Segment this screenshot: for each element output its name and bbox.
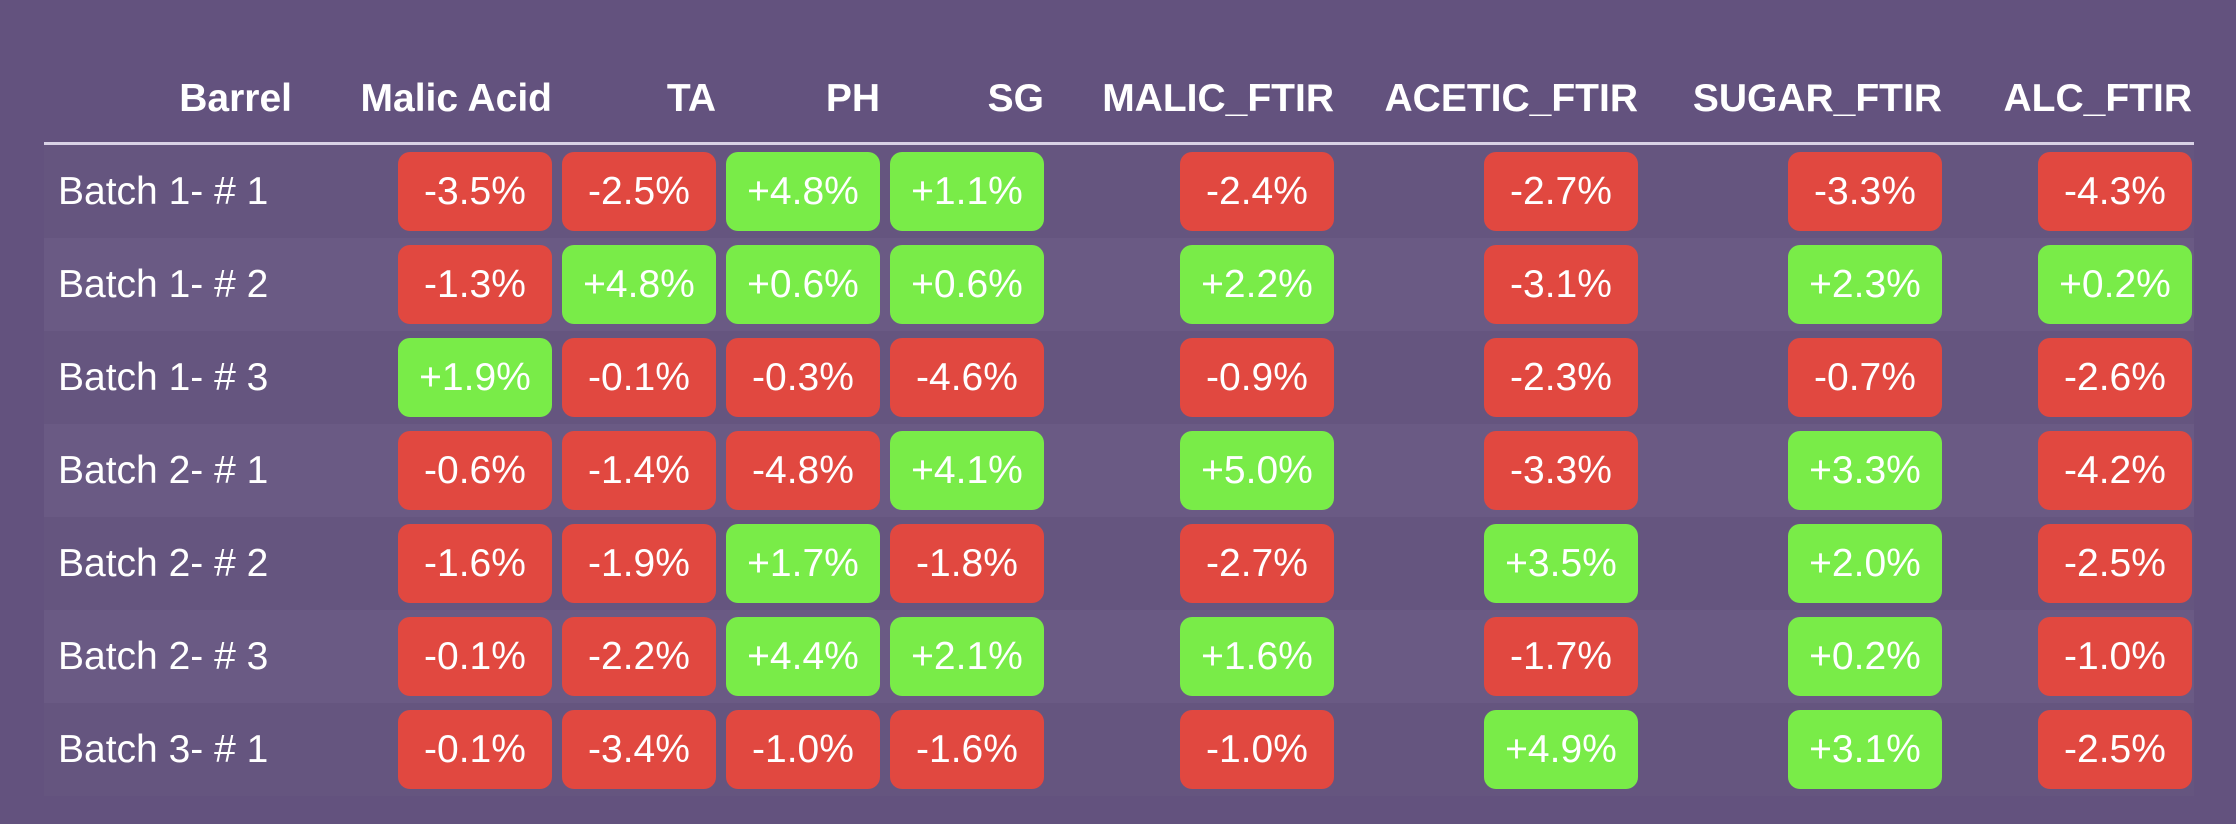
value-badge: -1.6% (890, 710, 1044, 789)
value-badge: +2.2% (1180, 245, 1334, 324)
value-badge: -2.2% (562, 617, 716, 696)
value-badge: -2.3% (1484, 338, 1638, 417)
column-header-ph[interactable]: PH (718, 56, 882, 145)
value-badge: +0.2% (1788, 617, 1942, 696)
value-badge: +0.6% (890, 245, 1044, 324)
table-header-row: Barrel Malic Acid TA PH SG MALIC_FTIR AC… (44, 56, 2194, 145)
value-badge: +0.6% (726, 245, 880, 324)
value-badge: -3.1% (1484, 245, 1638, 324)
table-row: Batch 2- # 2 -1.6% -1.9% +1.7% -1.8% -2.… (44, 517, 2194, 610)
barrel-name: Batch 2- # 2 (58, 541, 269, 585)
column-header-acetic-ftir[interactable]: ACETIC_FTIR (1336, 56, 1640, 145)
value-badge: +4.4% (726, 617, 880, 696)
value-badge: +3.3% (1788, 431, 1942, 510)
value-badge: -1.0% (1180, 710, 1334, 789)
value-badge: +1.7% (726, 524, 880, 603)
value-badge: -2.7% (1180, 524, 1334, 603)
table-row: Batch 2- # 3 -0.1% -2.2% +4.4% +2.1% +1.… (44, 610, 2194, 703)
column-header-ta[interactable]: TA (554, 56, 718, 145)
data-table-container: Barrel Malic Acid TA PH SG MALIC_FTIR AC… (44, 56, 2194, 796)
value-badge: +5.0% (1180, 431, 1334, 510)
value-badge: -3.4% (562, 710, 716, 789)
barrel-name: Batch 1- # 2 (58, 262, 269, 306)
table-row: Batch 1- # 1 -3.5% -2.5% +4.8% +1.1% -2.… (44, 143, 2194, 238)
value-badge: +2.0% (1788, 524, 1942, 603)
value-badge: -3.3% (1788, 152, 1942, 231)
barrel-name: Batch 2- # 3 (58, 634, 269, 678)
table-row: Batch 1- # 2 -1.3% +4.8% +0.6% +0.6% +2.… (44, 238, 2194, 331)
barrel-name: Batch 2- # 1 (58, 448, 269, 492)
value-badge: +1.9% (398, 338, 552, 417)
column-header-malic-acid[interactable]: Malic Acid (294, 56, 554, 145)
value-badge: +1.1% (890, 152, 1044, 231)
column-header-alc-ftir[interactable]: ALC_FTIR (1944, 56, 2194, 145)
value-badge: -2.4% (1180, 152, 1334, 231)
table-row: Batch 2- # 1 -0.6% -1.4% -4.8% +4.1% +5.… (44, 424, 2194, 517)
value-badge: -2.5% (562, 152, 716, 231)
value-badge: -4.6% (890, 338, 1044, 417)
value-badge: -0.1% (398, 710, 552, 789)
barrel-name: Batch 3- # 1 (58, 727, 269, 771)
value-badge: -0.1% (562, 338, 716, 417)
barrel-name: Batch 1- # 1 (58, 169, 269, 213)
barrel-name: Batch 1- # 3 (58, 355, 269, 399)
column-header-barrel[interactable]: Barrel (44, 56, 294, 145)
value-badge: -1.7% (1484, 617, 1638, 696)
value-badge: -4.8% (726, 431, 880, 510)
value-badge: +3.5% (1484, 524, 1638, 603)
column-header-sg[interactable]: SG (882, 56, 1046, 145)
value-badge: -0.3% (726, 338, 880, 417)
column-header-malic-ftir[interactable]: MALIC_FTIR (1046, 56, 1336, 145)
value-badge: +1.6% (1180, 617, 1334, 696)
value-badge: -4.2% (2038, 431, 2192, 510)
value-badge: +4.8% (562, 245, 716, 324)
value-badge: -1.8% (890, 524, 1044, 603)
column-header-sugar-ftir[interactable]: SUGAR_FTIR (1640, 56, 1944, 145)
value-badge: +4.1% (890, 431, 1044, 510)
value-badge: -2.6% (2038, 338, 2192, 417)
table-row: Batch 3- # 1 -0.1% -3.4% -1.0% -1.6% -1.… (44, 703, 2194, 796)
value-badge: +2.1% (890, 617, 1044, 696)
value-badge: -2.5% (2038, 524, 2192, 603)
value-badge: +0.2% (2038, 245, 2192, 324)
value-badge: -1.3% (398, 245, 552, 324)
value-badge: -0.1% (398, 617, 552, 696)
value-badge: -1.0% (726, 710, 880, 789)
value-badge: -1.6% (398, 524, 552, 603)
value-badge: +3.1% (1788, 710, 1942, 789)
value-badge: -0.7% (1788, 338, 1942, 417)
value-badge: -1.0% (2038, 617, 2192, 696)
value-badge: +4.8% (726, 152, 880, 231)
value-badge: +2.3% (1788, 245, 1942, 324)
barrel-comparison-table: Barrel Malic Acid TA PH SG MALIC_FTIR AC… (44, 56, 2194, 796)
value-badge: -3.5% (398, 152, 552, 231)
value-badge: +4.9% (1484, 710, 1638, 789)
value-badge: -0.6% (398, 431, 552, 510)
value-badge: -3.3% (1484, 431, 1638, 510)
value-badge: -2.5% (2038, 710, 2192, 789)
value-badge: -1.9% (562, 524, 716, 603)
value-badge: -0.9% (1180, 338, 1334, 417)
value-badge: -4.3% (2038, 152, 2192, 231)
value-badge: -1.4% (562, 431, 716, 510)
table-row: Batch 1- # 3 +1.9% -0.1% -0.3% -4.6% -0.… (44, 331, 2194, 424)
value-badge: -2.7% (1484, 152, 1638, 231)
